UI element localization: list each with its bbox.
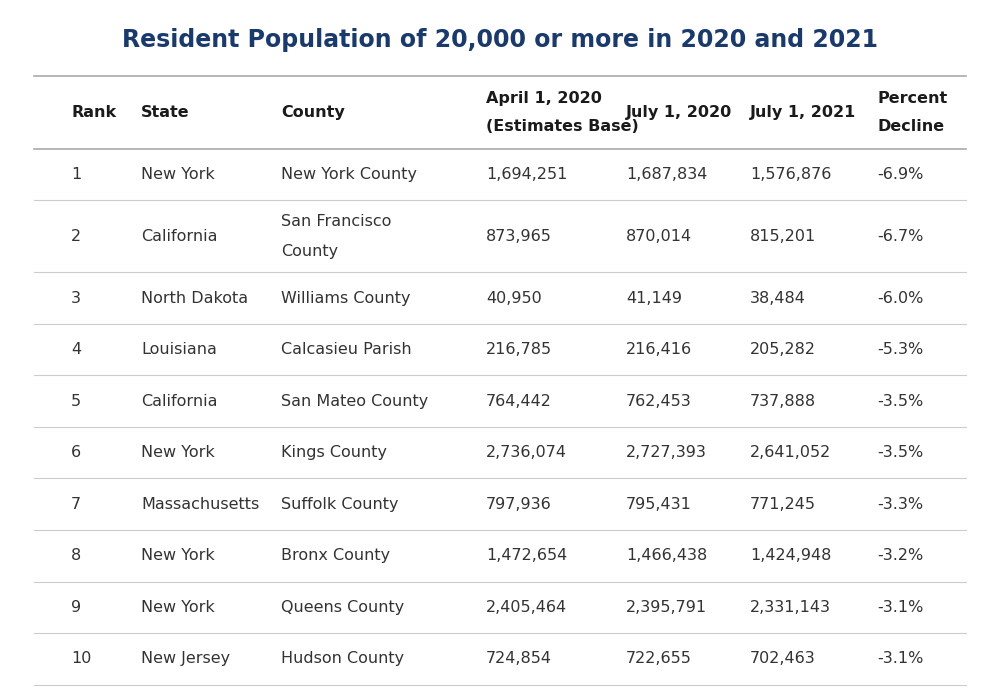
Text: 2,641,052: 2,641,052 bbox=[750, 445, 831, 460]
Text: 216,416: 216,416 bbox=[626, 342, 692, 357]
Text: 2,331,143: 2,331,143 bbox=[750, 600, 831, 615]
Text: 9: 9 bbox=[71, 600, 81, 615]
Text: 10: 10 bbox=[71, 651, 92, 666]
Text: Suffolk County: Suffolk County bbox=[281, 497, 398, 512]
Text: 2: 2 bbox=[71, 229, 81, 244]
Text: 38,484: 38,484 bbox=[750, 291, 806, 305]
Text: San Mateo County: San Mateo County bbox=[281, 394, 428, 408]
Text: 870,014: 870,014 bbox=[626, 229, 692, 244]
Text: 5: 5 bbox=[71, 394, 81, 408]
Text: 2,405,464: 2,405,464 bbox=[486, 600, 567, 615]
Text: San Francisco: San Francisco bbox=[281, 213, 391, 229]
Text: Bronx County: Bronx County bbox=[281, 549, 390, 563]
Text: -3.1%: -3.1% bbox=[878, 651, 924, 666]
Text: 8: 8 bbox=[71, 549, 81, 563]
Text: -3.5%: -3.5% bbox=[878, 445, 924, 460]
Text: 797,936: 797,936 bbox=[486, 497, 552, 512]
Text: Massachusetts: Massachusetts bbox=[141, 497, 259, 512]
Text: Decline: Decline bbox=[878, 118, 945, 134]
Text: (Estimates Base): (Estimates Base) bbox=[486, 118, 639, 134]
Text: 722,655: 722,655 bbox=[626, 651, 692, 666]
Text: 41,149: 41,149 bbox=[626, 291, 682, 305]
Text: 1: 1 bbox=[71, 167, 81, 182]
Text: Calcasieu Parish: Calcasieu Parish bbox=[281, 342, 412, 357]
Text: 1,687,834: 1,687,834 bbox=[626, 167, 707, 182]
Text: 6: 6 bbox=[71, 445, 81, 460]
Text: County: County bbox=[281, 244, 338, 259]
Text: Percent: Percent bbox=[878, 91, 948, 106]
Text: -5.3%: -5.3% bbox=[878, 342, 924, 357]
Text: -3.3%: -3.3% bbox=[878, 497, 924, 512]
Text: New York: New York bbox=[141, 445, 215, 460]
Text: 724,854: 724,854 bbox=[486, 651, 552, 666]
Text: 3: 3 bbox=[71, 291, 81, 305]
Text: July 1, 2020: July 1, 2020 bbox=[626, 105, 732, 120]
Text: 795,431: 795,431 bbox=[626, 497, 692, 512]
Text: California: California bbox=[141, 229, 218, 244]
Text: 771,245: 771,245 bbox=[750, 497, 816, 512]
Text: North Dakota: North Dakota bbox=[141, 291, 248, 305]
Text: April 1, 2020: April 1, 2020 bbox=[486, 91, 602, 106]
Text: 2,736,074: 2,736,074 bbox=[486, 445, 567, 460]
Text: -3.5%: -3.5% bbox=[878, 394, 924, 408]
Text: Hudson County: Hudson County bbox=[281, 651, 404, 666]
Text: 216,785: 216,785 bbox=[486, 342, 552, 357]
Text: 2,395,791: 2,395,791 bbox=[626, 600, 707, 615]
Text: California: California bbox=[141, 394, 218, 408]
Text: 1,694,251: 1,694,251 bbox=[486, 167, 567, 182]
Text: 205,282: 205,282 bbox=[750, 342, 816, 357]
Text: 40,950: 40,950 bbox=[486, 291, 542, 305]
Text: Kings County: Kings County bbox=[281, 445, 387, 460]
Text: State: State bbox=[141, 105, 190, 120]
Text: -3.2%: -3.2% bbox=[878, 549, 924, 563]
Text: 762,453: 762,453 bbox=[626, 394, 692, 408]
Text: 764,442: 764,442 bbox=[486, 394, 552, 408]
Text: New York: New York bbox=[141, 600, 215, 615]
Text: -6.0%: -6.0% bbox=[878, 291, 924, 305]
Text: 737,888: 737,888 bbox=[750, 394, 816, 408]
Text: -6.7%: -6.7% bbox=[878, 229, 924, 244]
Text: -6.9%: -6.9% bbox=[878, 167, 924, 182]
Text: 1,472,654: 1,472,654 bbox=[486, 549, 567, 563]
Text: 2,727,393: 2,727,393 bbox=[626, 445, 707, 460]
Text: Queens County: Queens County bbox=[281, 600, 404, 615]
Text: Williams County: Williams County bbox=[281, 291, 410, 305]
Text: New York County: New York County bbox=[281, 167, 417, 182]
Text: -3.1%: -3.1% bbox=[878, 600, 924, 615]
Text: 702,463: 702,463 bbox=[750, 651, 816, 666]
Text: 7: 7 bbox=[71, 497, 81, 512]
Text: Rank: Rank bbox=[71, 105, 116, 120]
Text: New Jersey: New Jersey bbox=[141, 651, 230, 666]
Text: 1,424,948: 1,424,948 bbox=[750, 549, 831, 563]
Text: County: County bbox=[281, 105, 345, 120]
Text: 815,201: 815,201 bbox=[750, 229, 816, 244]
Text: 873,965: 873,965 bbox=[486, 229, 552, 244]
Text: Louisiana: Louisiana bbox=[141, 342, 217, 357]
Text: 1,576,876: 1,576,876 bbox=[750, 167, 831, 182]
Text: 4: 4 bbox=[71, 342, 81, 357]
Text: New York: New York bbox=[141, 549, 215, 563]
Text: Resident Population of 20,000 or more in 2020 and 2021: Resident Population of 20,000 or more in… bbox=[122, 29, 878, 52]
Text: New York: New York bbox=[141, 167, 215, 182]
Text: 1,466,438: 1,466,438 bbox=[626, 549, 707, 563]
Text: July 1, 2021: July 1, 2021 bbox=[750, 105, 856, 120]
